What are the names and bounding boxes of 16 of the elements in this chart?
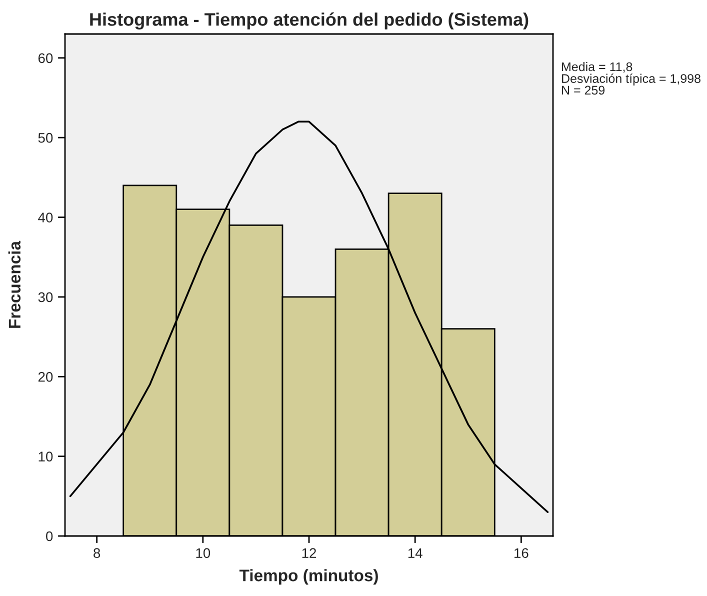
y-tick-label: 50 — [38, 132, 53, 143]
x-tick-label: 12 — [302, 548, 316, 558]
text: Media = 11,8 Desviación típica = 1,998 N = 259 — [562, 62, 700, 95]
x-tick-label: 8 — [94, 548, 100, 558]
y-tick-label: 30 — [38, 292, 53, 302]
chart-title: Histograma - Tiempo atención del pedido (Sistema) — [90, 12, 528, 30]
y-tick-label: 20 — [38, 372, 53, 382]
y-tick-label: 40 — [38, 212, 53, 222]
x-tick-label: 14 — [408, 548, 422, 558]
y-axis-title: Frecuencia — [8, 240, 21, 328]
y-tick-label: 10 — [38, 452, 53, 462]
x-tick-label: 10 — [196, 548, 210, 558]
y-tick-label: 60 — [38, 53, 53, 64]
x-tick-label: 16 — [514, 548, 528, 558]
y-tick-label: 0 — [46, 531, 53, 542]
x-axis-title: Tiempo (minutos) — [239, 569, 378, 585]
